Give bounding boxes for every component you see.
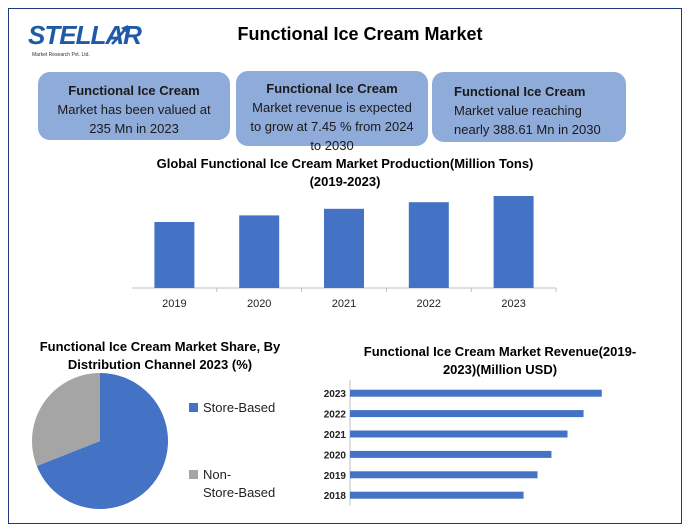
bar-2020 [350,450,552,458]
infographic-frame [8,8,682,524]
bar-2019 [154,222,195,288]
legend-item-store-based: Store-Based [189,399,275,417]
logo-tagline: Market Research Pvt. Ltd. [32,52,90,58]
y-tick-label: 2023 [324,389,347,400]
share-chart-title: Functional Ice Cream Market Share, By Di… [39,339,281,372]
company-logo: STELLAR Market Research Pvt. Ltd. [28,18,142,62]
stat-card-text: Market has been valued at 235 Mn in 2023 [57,102,211,136]
revenue-bar-chart: 2023 2022 2021 2020 2019 2018 [324,380,602,506]
legend-label: Store-Based [203,400,276,415]
y-tick-label: 2020 [324,450,347,461]
stat-card-heading: Functional Ice Cream [68,83,200,98]
stat-card-heading: Functional Ice Cream [454,84,586,99]
bar-2022 [350,410,584,418]
y-tick-label: 2021 [324,430,347,441]
share-pie-chart [31,373,168,509]
legend-swatch [189,470,198,479]
legend-item-non-store-based: Non- Store-Based [189,466,275,502]
bar-2018 [350,491,524,499]
revenue-chart-title: Functional Ice Cream Market Revenue(2019… [363,344,637,377]
stat-card-heading: Functional Ice Cream [266,81,398,96]
stat-card-growth: Functional Ice Cream Market revenue is e… [236,71,428,153]
y-tick-label: 2018 [324,491,347,502]
bar-2023 [493,196,534,288]
bar-2021 [350,430,568,438]
logo-arrow-icon [111,25,128,45]
stat-card-text: Market value reaching nearly 388.61 Mn i… [454,103,601,137]
pie-slice-non-store-based [31,373,101,467]
stat-card-forecast: Functional Ice Cream Market value reachi… [432,72,626,142]
x-tick-label: 2023 [501,298,525,310]
bar-2021 [324,208,364,288]
x-tick-label: 2019 [162,298,186,310]
x-tick-label: 2022 [417,298,441,310]
stat-card-text: Market revenue is expected to grow at 7.… [250,100,414,153]
stat-card-valuation: Functional Ice Cream Market has been val… [38,72,230,140]
bar-2020 [239,215,280,288]
y-tick-label: 2022 [324,410,347,421]
page-title: Functional Ice Cream Market [237,24,483,44]
pie-slice-store-based [36,373,168,509]
x-tick-label: 2020 [247,298,271,310]
y-tick-label: 2019 [324,471,347,482]
x-tick-label: 2021 [332,298,356,310]
legend-swatch [189,403,198,412]
bar-2023 [350,389,602,397]
production-chart-title: Global Functional Ice Cream Market Produ… [156,156,534,189]
legend-label: Non- Store-Based [203,467,276,500]
logo-wordmark: STELLAR [28,20,142,50]
bar-2022 [408,202,449,288]
bar-2019 [350,471,538,479]
production-bar-chart: 2019 2020 2021 2022 2023 [132,196,557,310]
